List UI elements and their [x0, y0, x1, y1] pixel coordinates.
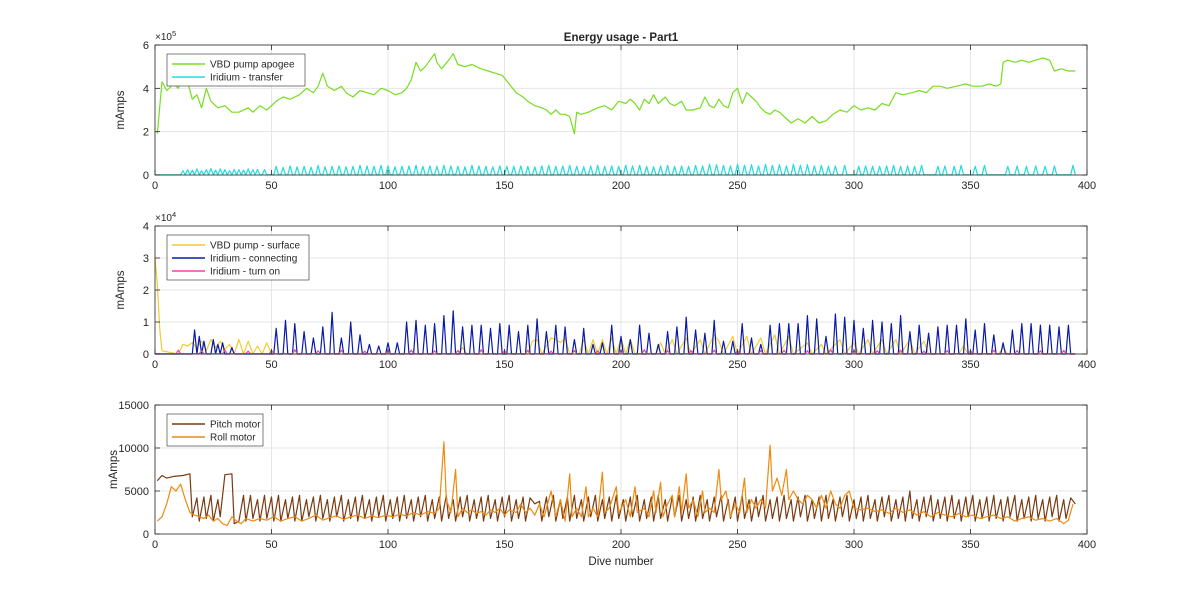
- legend-label: Iridium - transfer: [210, 73, 283, 84]
- y-tick-label: 4: [143, 221, 149, 233]
- x-tick-label: 400: [1078, 180, 1096, 192]
- x-tick-label: 400: [1078, 539, 1096, 551]
- x-tick-label: 100: [379, 180, 397, 192]
- panel-1: 0 50 100 150 200 250 300 350 400 0 2 4 6 ×105 mAmps VBD…: [115, 29, 1096, 192]
- legend-box: [166, 53, 306, 87]
- y-exponent-power: 5: [172, 29, 176, 38]
- x-tick-label: 300: [845, 539, 863, 551]
- y-tick-label: 0: [143, 170, 149, 182]
- y-tick-label: 15000: [118, 400, 149, 412]
- legend-box: [166, 413, 264, 447]
- x-tick-label: 350: [961, 180, 979, 192]
- x-tick-label: 0: [152, 539, 158, 551]
- y-exponent-power: 4: [172, 210, 176, 219]
- series-line-3-2: [156, 441, 1074, 526]
- y-tick-label: 4: [143, 83, 149, 95]
- legend-label: Roll motor: [210, 433, 256, 444]
- x-tick-label: 350: [961, 539, 979, 551]
- x-tick-label: 400: [1078, 359, 1096, 371]
- y-axis-label: mAmps: [115, 270, 127, 309]
- y-exponent-label: ×104: [155, 210, 176, 224]
- x-tick-label: 0: [152, 180, 158, 192]
- x-axis-label: Dive number: [588, 556, 653, 568]
- y-tick-label: 6: [143, 40, 149, 52]
- x-tick-label: 100: [379, 359, 397, 371]
- x-tick-label: 50: [265, 180, 277, 192]
- legend-label: Iridium - connecting: [210, 254, 297, 265]
- y-tick-label: 0: [143, 349, 149, 361]
- y-tick-label: 2: [143, 285, 149, 297]
- series-line-1-1: [156, 53, 1076, 135]
- x-tick-label: 200: [612, 180, 630, 192]
- panel-3: 0 50 100 150 200 250 300 350 400 0 5000 10000 15000 m…: [108, 400, 1096, 551]
- y-axis-label: mAmps: [108, 450, 120, 489]
- x-tick-label: 200: [612, 539, 630, 551]
- x-tick-label: 150: [495, 359, 513, 371]
- y-tick-label: 3: [143, 253, 149, 265]
- y-exponent-label: ×105: [155, 29, 176, 43]
- series-line-3-1: [156, 473, 1076, 525]
- x-tick-label: 300: [845, 359, 863, 371]
- x-tick-label: 100: [379, 539, 397, 551]
- y-tick-label: 5000: [125, 486, 149, 498]
- legend-label: VBD pump apogee: [210, 60, 295, 71]
- x-tick-label: 250: [728, 180, 746, 192]
- y-axis-label: mAmps: [115, 90, 127, 129]
- x-tick-label: 250: [728, 539, 746, 551]
- legend-label: VBD pump - surface: [210, 241, 300, 252]
- chart-title: Energy usage - Part1: [564, 32, 679, 44]
- x-tick-label: 200: [612, 359, 630, 371]
- legend-label: Pitch motor: [210, 420, 261, 431]
- x-tick-label: 50: [265, 539, 277, 551]
- y-tick-label: 10000: [118, 443, 149, 455]
- x-tick-label: 50: [265, 359, 277, 371]
- x-tick-label: 250: [728, 359, 746, 371]
- legend-label: Iridium - turn on: [210, 267, 280, 278]
- x-tick-label: 300: [845, 180, 863, 192]
- y-tick-label: 1: [143, 317, 149, 329]
- y-tick-label: 0: [143, 529, 149, 541]
- x-tick-label: 150: [495, 539, 513, 551]
- x-tick-label: 0: [152, 359, 158, 371]
- x-tick-label: 150: [495, 180, 513, 192]
- x-tick-label: 350: [961, 359, 979, 371]
- panel-2: 0 50 100 150 200 250 300 350 40001234×104mAmpsVB…: [115, 210, 1096, 371]
- y-tick-label: 2: [143, 127, 149, 139]
